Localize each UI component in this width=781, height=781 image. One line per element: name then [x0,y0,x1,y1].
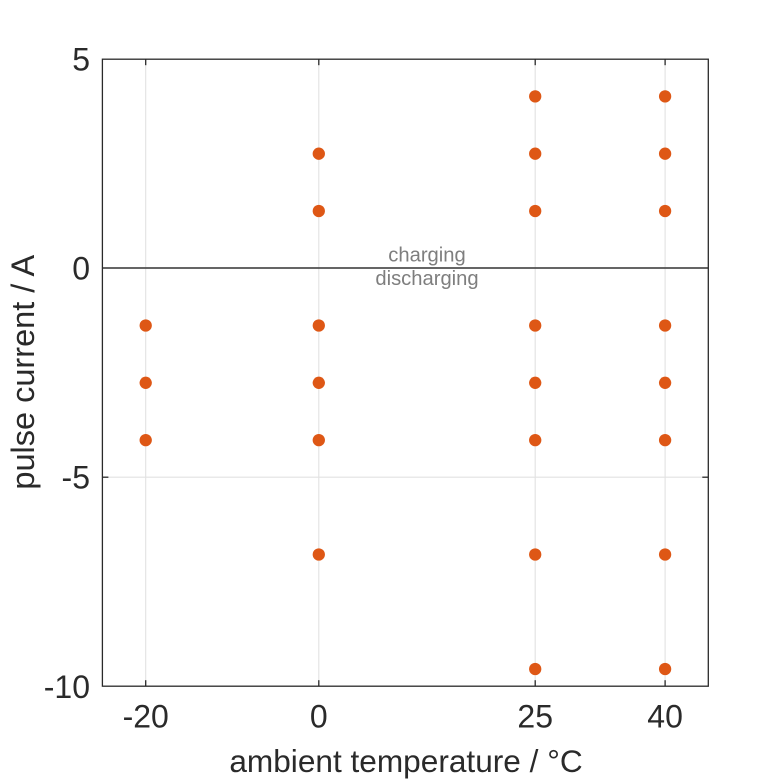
svg-text:25: 25 [517,698,553,734]
svg-text:pulse current / A: pulse current / A [5,254,41,489]
svg-text:40: 40 [647,698,683,734]
svg-text:0: 0 [72,251,90,287]
svg-text:ambient temperature / °C: ambient temperature / °C [229,743,582,779]
svg-text:-10: -10 [44,669,90,705]
svg-text:-20: -20 [123,698,169,734]
svg-text:-5: -5 [62,459,90,495]
svg-text:charging: charging [388,245,465,267]
svg-text:5: 5 [72,41,90,77]
svg-text:discharging: discharging [375,268,478,290]
svg-text:0: 0 [310,698,328,734]
